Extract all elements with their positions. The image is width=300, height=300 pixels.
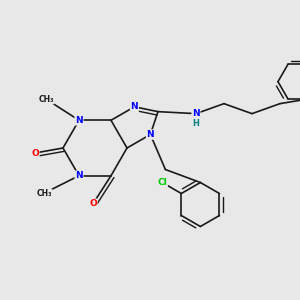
Text: N: N bbox=[192, 109, 200, 118]
Text: N: N bbox=[75, 171, 83, 180]
Text: Cl: Cl bbox=[158, 178, 167, 187]
Text: CH₃: CH₃ bbox=[36, 189, 52, 198]
Text: CH₃: CH₃ bbox=[38, 95, 54, 104]
Text: N: N bbox=[75, 116, 83, 125]
Text: N: N bbox=[130, 102, 138, 111]
Text: N: N bbox=[147, 130, 154, 139]
Text: O: O bbox=[89, 199, 97, 208]
Text: O: O bbox=[31, 148, 39, 158]
Text: H: H bbox=[193, 119, 200, 128]
